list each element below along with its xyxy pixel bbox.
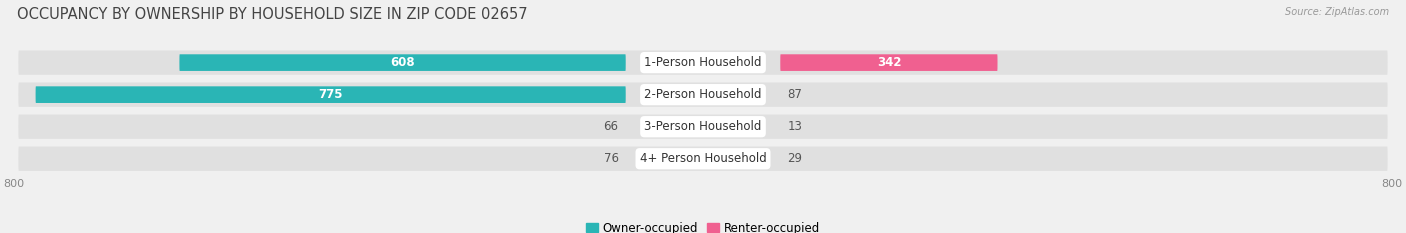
Text: Source: ZipAtlas.com: Source: ZipAtlas.com bbox=[1285, 7, 1389, 17]
Text: 1-Person Household: 1-Person Household bbox=[644, 56, 762, 69]
Text: 13: 13 bbox=[787, 120, 803, 133]
Text: 608: 608 bbox=[389, 56, 415, 69]
Text: 3-Person Household: 3-Person Household bbox=[644, 120, 762, 133]
Text: OCCUPANCY BY OWNERSHIP BY HOUSEHOLD SIZE IN ZIP CODE 02657: OCCUPANCY BY OWNERSHIP BY HOUSEHOLD SIZE… bbox=[17, 7, 527, 22]
Legend: Owner-occupied, Renter-occupied: Owner-occupied, Renter-occupied bbox=[581, 217, 825, 233]
FancyBboxPatch shape bbox=[18, 147, 1388, 171]
FancyBboxPatch shape bbox=[180, 54, 626, 71]
Text: 2-Person Household: 2-Person Household bbox=[644, 88, 762, 101]
FancyBboxPatch shape bbox=[18, 82, 1388, 107]
Text: 775: 775 bbox=[318, 88, 343, 101]
Text: 342: 342 bbox=[877, 56, 901, 69]
Text: 76: 76 bbox=[603, 152, 619, 165]
FancyBboxPatch shape bbox=[18, 115, 1388, 139]
FancyBboxPatch shape bbox=[780, 54, 997, 71]
Text: 4+ Person Household: 4+ Person Household bbox=[640, 152, 766, 165]
FancyBboxPatch shape bbox=[18, 51, 1388, 75]
FancyBboxPatch shape bbox=[35, 86, 626, 103]
Text: 66: 66 bbox=[603, 120, 619, 133]
Text: 29: 29 bbox=[787, 152, 803, 165]
Text: 87: 87 bbox=[787, 88, 803, 101]
